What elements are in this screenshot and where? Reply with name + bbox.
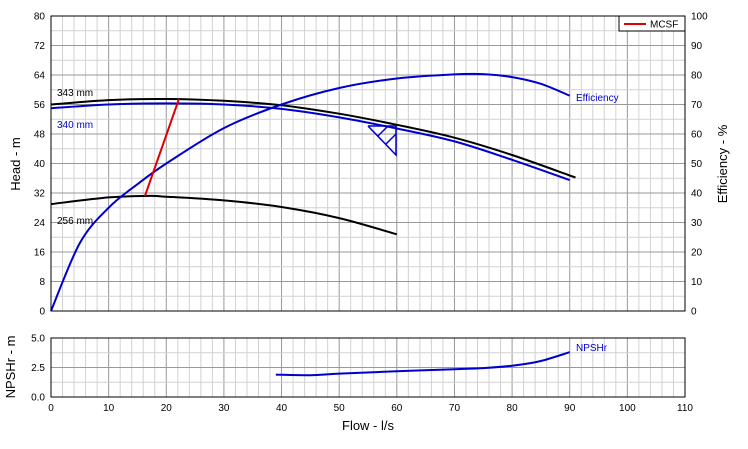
head-y2-tick-label: 100 — [691, 12, 708, 23]
x-axis-title-flow: Flow - l/s — [342, 418, 395, 433]
npsh-x-tick-label: 20 — [161, 403, 173, 414]
npsh-x-tick-label: 40 — [276, 403, 288, 414]
head-curve-256-mm — [50, 194, 398, 236]
curve-label-256mm: 256 mm — [57, 216, 93, 227]
head-curve-340-mm — [50, 102, 571, 182]
npsh-plot-curves — [275, 351, 570, 377]
head-y2-tick-label: 60 — [691, 130, 703, 141]
npsh-x-tick-label: 100 — [619, 403, 636, 414]
y-axis-title-head: Head - m — [8, 137, 23, 190]
npsh-y-tick-label: 2.5 — [31, 363, 45, 374]
head-y-tick-label: 72 — [34, 41, 46, 52]
curve-label-343mm: 343 mm — [57, 88, 93, 99]
npsh-x-tick-label: 70 — [449, 403, 461, 414]
head-y2-tick-label: 20 — [691, 248, 703, 259]
npsh-x-tick-label: 80 — [507, 403, 519, 414]
npsh-x-tick-label: 50 — [334, 403, 346, 414]
head-curve-mcsf — [144, 98, 180, 197]
rating-point-marker — [367, 125, 397, 157]
curve-label-efficiency: Efficiency — [576, 93, 619, 104]
npsh-curve-npshr — [275, 351, 570, 377]
npsh-x-tick-label: 90 — [564, 403, 576, 414]
head-y2-tick-label: 70 — [691, 100, 703, 111]
npsh-x-tick-label: 30 — [218, 403, 230, 414]
head-y-tick-label: 0 — [39, 307, 45, 318]
head-y-tick-label: 16 — [34, 248, 46, 259]
head-y-tick-label: 80 — [34, 12, 46, 23]
head-y2-tick-label: 0 — [691, 307, 697, 318]
npsh-plot-ticks: 0 10 20 30 40 50 60 70 80 90 100 110 0.0 2.5 5.0 — [31, 334, 693, 415]
head-y-tick-label: 32 — [34, 189, 46, 200]
npsh-x-tick-label: 10 — [103, 403, 115, 414]
head-curve-efficiency — [50, 72, 571, 312]
npsh-y-tick-label: 5.0 — [31, 334, 45, 345]
y-axis-title-efficiency: Efficiency - % — [715, 124, 730, 203]
curve-label-npshr: NPSHr — [576, 343, 608, 354]
head-curve-343-mm — [50, 97, 576, 179]
head-y-tick-label: 56 — [34, 100, 46, 111]
npsh-plot-frame — [50, 337, 686, 398]
y-axis-title-npshr: NPSHr - m — [3, 336, 18, 399]
npsh-y-tick-label: 0.0 — [31, 393, 45, 404]
head-plot-ticks: 0 8 16 24 32 40 48 56 64 72 80 0 10 20 30 40 50 60 70 80 90 1… — [34, 12, 708, 318]
head-y-tick-label: 8 — [39, 277, 45, 288]
npsh-x-tick-label: 0 — [48, 403, 54, 414]
head-y-tick-label: 40 — [34, 159, 46, 170]
head-plot-grid — [50, 15, 686, 312]
curve-label-340mm: 340 mm — [57, 120, 93, 131]
head-y2-tick-label: 10 — [691, 277, 703, 288]
legend-box — [618, 15, 686, 32]
npsh-x-tick-label: 60 — [391, 403, 403, 414]
head-y-tick-label: 24 — [34, 218, 46, 229]
legend: MCSF — [618, 15, 686, 32]
head-plot-curves — [50, 72, 576, 312]
head-y2-tick-label: 40 — [691, 189, 703, 200]
head-y-tick-label: 64 — [34, 71, 46, 82]
head-y-tick-label: 48 — [34, 130, 46, 141]
npsh-x-tick-label: 110 — [677, 403, 693, 414]
head-y2-tick-label: 90 — [691, 41, 703, 52]
head-plot-frame — [50, 15, 686, 312]
head-y2-tick-label: 30 — [691, 218, 703, 229]
head-y2-tick-label: 50 — [691, 159, 703, 170]
head-y2-tick-label: 80 — [691, 71, 703, 82]
legend-label-mcsf: MCSF — [650, 20, 678, 31]
